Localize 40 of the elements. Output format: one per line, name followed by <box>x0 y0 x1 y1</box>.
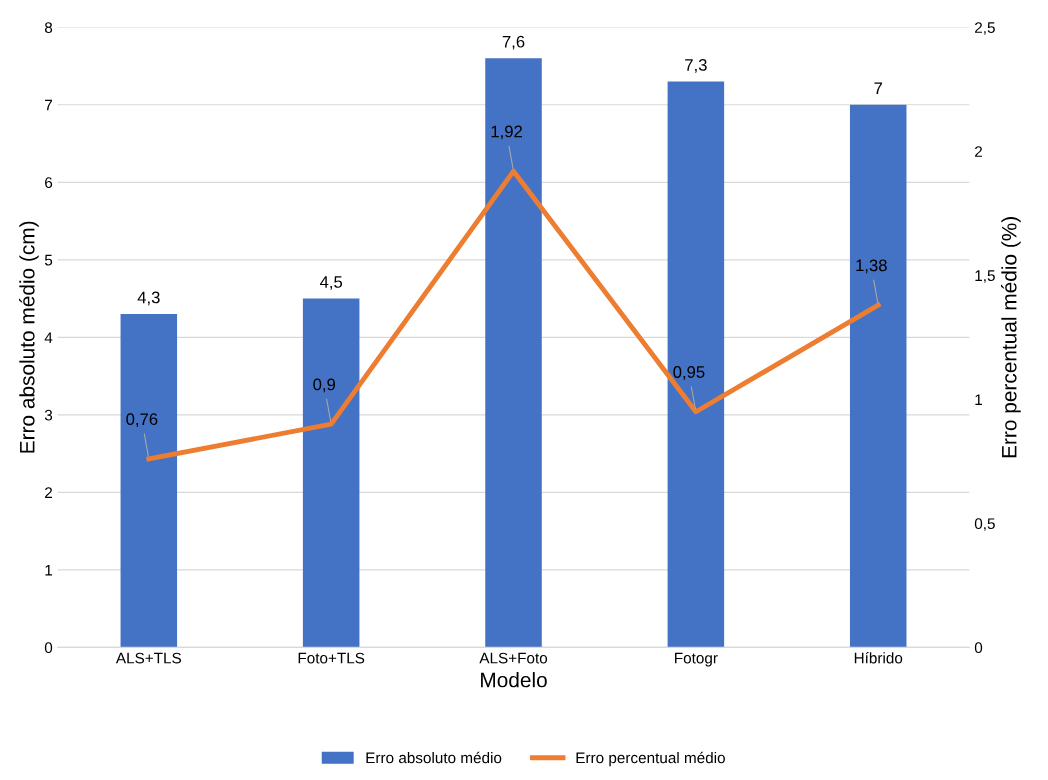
x-tick-label: Híbrido <box>854 652 903 664</box>
y2-tick-label: 0,5 <box>974 518 995 531</box>
data-label: 7 <box>874 82 883 94</box>
y-tick-label: 3 <box>44 409 53 421</box>
data-label: 1,92 <box>491 125 522 140</box>
y-tick-label: 4 <box>44 332 53 343</box>
y-tick-label: 1 <box>45 564 53 576</box>
data-label: 7,6 <box>502 35 525 50</box>
y-tick-label: 5 <box>44 254 53 266</box>
data-label: 4,3 <box>137 291 160 306</box>
y-tick-label: 6 <box>45 177 53 189</box>
bar <box>302 298 360 648</box>
data-label: 7,3 <box>685 59 707 73</box>
y-tick-label: 0 <box>44 642 53 654</box>
y-tick-label: 7 <box>45 99 53 111</box>
y2-tick-label: 1 <box>975 394 983 405</box>
y-axis-title: Erro absoluto médio (cm) <box>19 221 39 453</box>
data-label: 0,76 <box>126 413 158 428</box>
bar <box>485 58 542 648</box>
y2-tick-label: 2,5 <box>975 22 995 35</box>
data-label: 4,5 <box>319 276 343 290</box>
bar <box>667 81 725 648</box>
y-tick-label: 2 <box>45 487 53 498</box>
legend-label: Erro percentual médio <box>576 751 725 767</box>
bar <box>120 314 178 648</box>
bar <box>849 104 907 648</box>
x-tick-label: Fotogr <box>675 652 718 667</box>
x-tick-label: Foto+TLS <box>298 652 365 664</box>
legend-label: Erro absoluto médio <box>366 751 502 764</box>
x-axis-title: Modelo <box>481 672 547 688</box>
y2-tick-label: 2 <box>975 146 982 157</box>
y2-tick-label: 0 <box>974 642 983 654</box>
data-label: 0,95 <box>673 366 705 380</box>
y2-axis-title: Erro percentual médio (%) <box>1001 217 1021 458</box>
data-label: 0,9 <box>313 378 336 393</box>
x-tick-label: ALS+TLS <box>115 652 182 664</box>
y2-tick-label: 1,5 <box>975 270 995 283</box>
data-label: 1,38 <box>856 259 887 274</box>
y-tick-label: 8 <box>44 22 53 33</box>
x-tick-label: ALS+Foto <box>479 652 548 664</box>
